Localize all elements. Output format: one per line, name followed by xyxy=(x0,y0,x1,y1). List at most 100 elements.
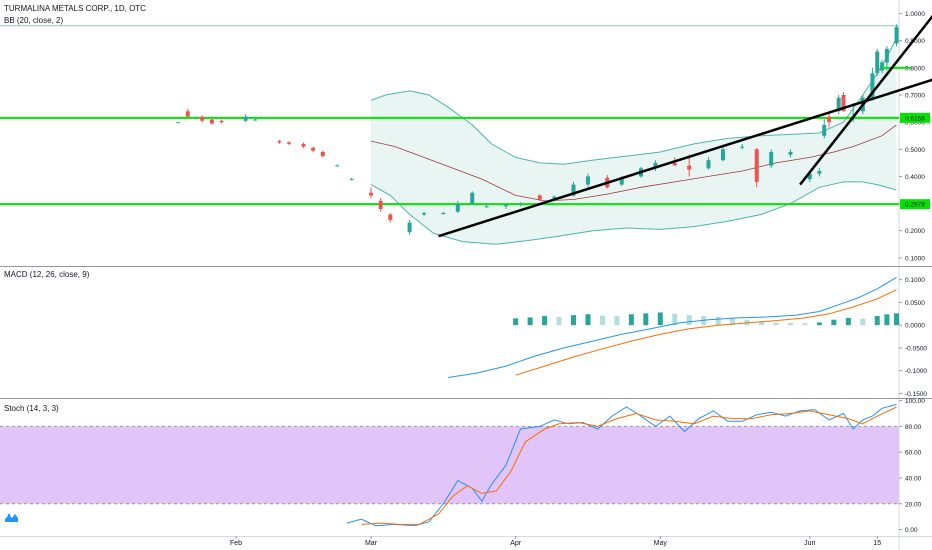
stochastic-d-line xyxy=(361,406,897,525)
macd-histogram-bar xyxy=(614,316,620,326)
macd-tick-label: 0.0000 xyxy=(905,323,925,330)
price-tick-label: 0.8000 xyxy=(905,65,925,72)
candle-down xyxy=(369,192,373,196)
macd-histogram-bar xyxy=(730,317,736,326)
candle-down xyxy=(687,165,692,170)
stoch-tick-label: 100.00 xyxy=(905,398,925,405)
time-tick-label: Feb xyxy=(230,540,242,547)
candle-up xyxy=(706,160,711,169)
macd-histogram-bar xyxy=(599,315,605,326)
candle-up xyxy=(619,177,624,185)
candle-up xyxy=(788,152,793,155)
stochastic-k-line xyxy=(346,403,897,527)
macd-histogram-bar xyxy=(686,315,692,326)
macd-histogram-bar xyxy=(759,321,765,326)
macd-histogram-bar xyxy=(715,316,721,326)
macd-histogram-bar xyxy=(787,322,793,326)
macd-pane: 0.1000 0.0500 0.0000 -0.0500 -0.1000 -0.1500 xyxy=(448,276,927,398)
candle-up xyxy=(441,213,446,215)
candle-down xyxy=(827,116,832,123)
stoch-tick-label: 20.00 xyxy=(905,501,922,508)
candle-down xyxy=(277,141,282,143)
support-level-tag xyxy=(900,112,930,123)
price-tick-label: 1.0000 xyxy=(905,11,925,18)
time-tick-label: Mar xyxy=(365,540,378,547)
candle-up xyxy=(407,222,412,233)
bollinger-legend: BB (20, close, 2) xyxy=(4,16,63,25)
macd-line xyxy=(448,276,897,378)
stochastic-legend: Stoch (14, 3, 3) xyxy=(4,404,59,413)
bollinger-upper-line xyxy=(370,37,897,165)
price-tick-label: 0.7000 xyxy=(905,93,925,100)
macd-histogram-bar xyxy=(894,313,900,326)
price-tick-label: 0.1000 xyxy=(905,255,925,262)
candle-up xyxy=(504,204,508,207)
candle-down xyxy=(672,162,677,166)
macd-histogram-bar xyxy=(831,319,837,326)
macd-histogram-bar xyxy=(874,316,880,326)
support-level-value: 0.2978 xyxy=(905,202,925,209)
candle-down xyxy=(754,149,759,182)
macd-tick-label: -0.0500 xyxy=(905,345,927,352)
candle-up xyxy=(894,27,899,44)
macd-tick-label: -0.1000 xyxy=(905,368,927,375)
candle-up xyxy=(875,51,880,74)
trendline xyxy=(438,78,932,238)
bollinger-band-fill xyxy=(371,38,897,245)
candle-up xyxy=(253,119,258,121)
candle-up xyxy=(571,184,576,196)
candle-up xyxy=(836,97,841,112)
macd-histogram-bar xyxy=(672,313,678,326)
candle-up xyxy=(720,149,725,161)
macd-histogram-bar xyxy=(556,316,562,326)
candle-down xyxy=(311,147,316,151)
trendline xyxy=(799,14,932,186)
candle-down xyxy=(378,200,383,209)
signal-line xyxy=(515,289,897,376)
bollinger-lower-line xyxy=(370,181,897,245)
candle-up xyxy=(870,73,875,98)
candle-up xyxy=(335,165,340,167)
stoch-tick-label: 40.00 xyxy=(905,475,922,482)
macd-histogram-bar xyxy=(816,322,822,326)
candle-up xyxy=(552,196,557,199)
candle-up xyxy=(484,206,489,208)
candle-down xyxy=(185,111,190,117)
time-axis: FebMarAprMayJun15Jul20Aug17Sep14Oct xyxy=(230,536,881,547)
macd-histogram-bar xyxy=(773,322,779,326)
candle-up xyxy=(769,152,774,166)
candle-up xyxy=(884,48,889,63)
candle-up xyxy=(822,124,827,136)
macd-histogram-bar xyxy=(585,314,591,326)
price-tick-label: 0.4000 xyxy=(905,174,925,181)
tradingview-logo-icon[interactable] xyxy=(5,513,18,522)
candle-up xyxy=(518,203,523,205)
macd-tick-label: 0.0500 xyxy=(905,300,925,307)
macd-legend: MACD (12, 26, close, 9) xyxy=(4,270,90,279)
stochastic-band xyxy=(0,426,899,504)
candle-up xyxy=(585,176,590,185)
price-tick-label: 0.5000 xyxy=(905,147,925,154)
candle-down xyxy=(301,143,306,147)
candle-down xyxy=(219,120,224,123)
macd-histogram-bar xyxy=(860,318,866,326)
macd-histogram-bar xyxy=(643,313,649,326)
bollinger-basis-line xyxy=(370,124,897,202)
candle-down xyxy=(320,152,325,157)
candle-down xyxy=(841,95,846,112)
candle-up xyxy=(807,173,812,180)
candle-up xyxy=(470,192,475,204)
candle-down xyxy=(209,119,214,124)
chart-title: TURMALINA METALS CORP., 1D, OTC xyxy=(4,4,146,13)
macd-histogram-bar xyxy=(845,317,851,326)
time-tick-label: 15 xyxy=(873,540,881,547)
candle-down xyxy=(287,142,292,144)
time-tick-label: Jun xyxy=(804,540,815,547)
candle-up xyxy=(243,116,248,121)
time-tick-label: Apr xyxy=(510,540,522,547)
candle-down xyxy=(388,214,393,220)
time-tick-label: May xyxy=(654,540,668,547)
macd-tick-label: 0.1000 xyxy=(905,277,925,284)
macd-histogram-bar xyxy=(802,323,808,326)
